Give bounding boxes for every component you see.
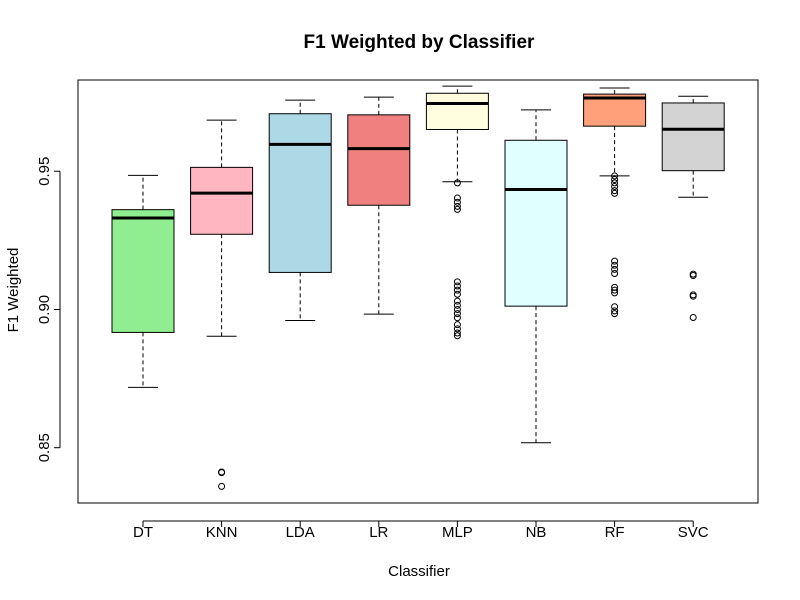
x-tick-label: SVC bbox=[678, 524, 709, 541]
iqr-box bbox=[268, 113, 332, 273]
box-svc bbox=[661, 95, 725, 321]
outlier-point bbox=[453, 305, 461, 313]
y-tick-label: 0.85 bbox=[36, 433, 53, 462]
outlier-point bbox=[453, 314, 461, 322]
chart-title: F1 Weighted by Classifier bbox=[304, 32, 535, 53]
outlier-point bbox=[611, 270, 619, 278]
outlier-point bbox=[453, 202, 461, 210]
outlier-point bbox=[611, 176, 619, 184]
outlier-point bbox=[453, 282, 461, 290]
x-tick-label: MLP bbox=[442, 524, 473, 541]
y-tick-label: 0.95 bbox=[36, 157, 53, 186]
iqr-box bbox=[347, 114, 411, 206]
outlier-point bbox=[453, 290, 461, 298]
outlier-point bbox=[453, 286, 461, 294]
outlier-point bbox=[453, 310, 461, 318]
outlier-point bbox=[453, 194, 461, 202]
outlier-point bbox=[611, 261, 619, 269]
outlier-point bbox=[453, 301, 461, 309]
outlier-point bbox=[611, 189, 619, 197]
outlier-point bbox=[611, 265, 619, 273]
iqr-box bbox=[504, 139, 568, 307]
outlier-point bbox=[453, 198, 461, 206]
outlier-point bbox=[453, 332, 461, 340]
box-lr bbox=[347, 96, 411, 315]
outlier-point bbox=[218, 482, 226, 490]
outlier-point bbox=[453, 205, 461, 213]
outlier-point bbox=[453, 329, 461, 337]
outlier-point bbox=[611, 289, 619, 297]
outlier-point bbox=[611, 303, 619, 311]
iqr-box bbox=[425, 92, 489, 130]
y-axis: 0.85 0.90 0.95 bbox=[36, 157, 61, 462]
x-tick-label: LR bbox=[369, 524, 388, 541]
plot-area-frame bbox=[77, 79, 759, 504]
box-rf bbox=[583, 87, 647, 318]
iqr-box bbox=[661, 102, 725, 172]
x-tick-label: NB bbox=[526, 524, 547, 541]
outlier-point bbox=[689, 313, 697, 321]
box-mlp bbox=[425, 85, 489, 340]
box-dt bbox=[111, 174, 175, 388]
outlier-point bbox=[611, 187, 619, 195]
outlier-point bbox=[453, 278, 461, 286]
x-tick-label: DT bbox=[133, 524, 153, 541]
outlier-point bbox=[453, 321, 461, 329]
x-tick-label: KNN bbox=[206, 524, 238, 541]
outlier-point bbox=[611, 182, 619, 190]
x-axis-label: Classifier bbox=[388, 563, 450, 580]
x-tick-label: LDA bbox=[286, 524, 315, 541]
outlier-point bbox=[453, 179, 461, 187]
outlier-point bbox=[453, 297, 461, 305]
box-knn bbox=[190, 119, 254, 490]
outlier-point bbox=[611, 257, 619, 265]
outlier-point bbox=[611, 310, 619, 318]
iqr-box bbox=[111, 209, 175, 333]
iqr-box bbox=[190, 166, 254, 235]
outlier-point bbox=[453, 325, 461, 333]
x-axis: DT KNN LDA LR MLP NB RF SVC bbox=[133, 520, 709, 541]
y-axis-label: F1 Weighted bbox=[5, 248, 22, 333]
y-tick-label: 0.90 bbox=[36, 295, 53, 324]
outlier-point bbox=[611, 286, 619, 294]
outlier-point bbox=[689, 271, 697, 279]
box-nb bbox=[504, 109, 568, 444]
outlier-point bbox=[611, 307, 619, 315]
outlier-point bbox=[611, 172, 619, 180]
outlier-point bbox=[218, 469, 226, 477]
box-lda bbox=[268, 99, 332, 322]
outlier-point bbox=[689, 292, 697, 300]
outlier-point bbox=[611, 179, 619, 187]
box-group bbox=[111, 85, 725, 490]
x-tick-label: RF bbox=[605, 524, 625, 541]
